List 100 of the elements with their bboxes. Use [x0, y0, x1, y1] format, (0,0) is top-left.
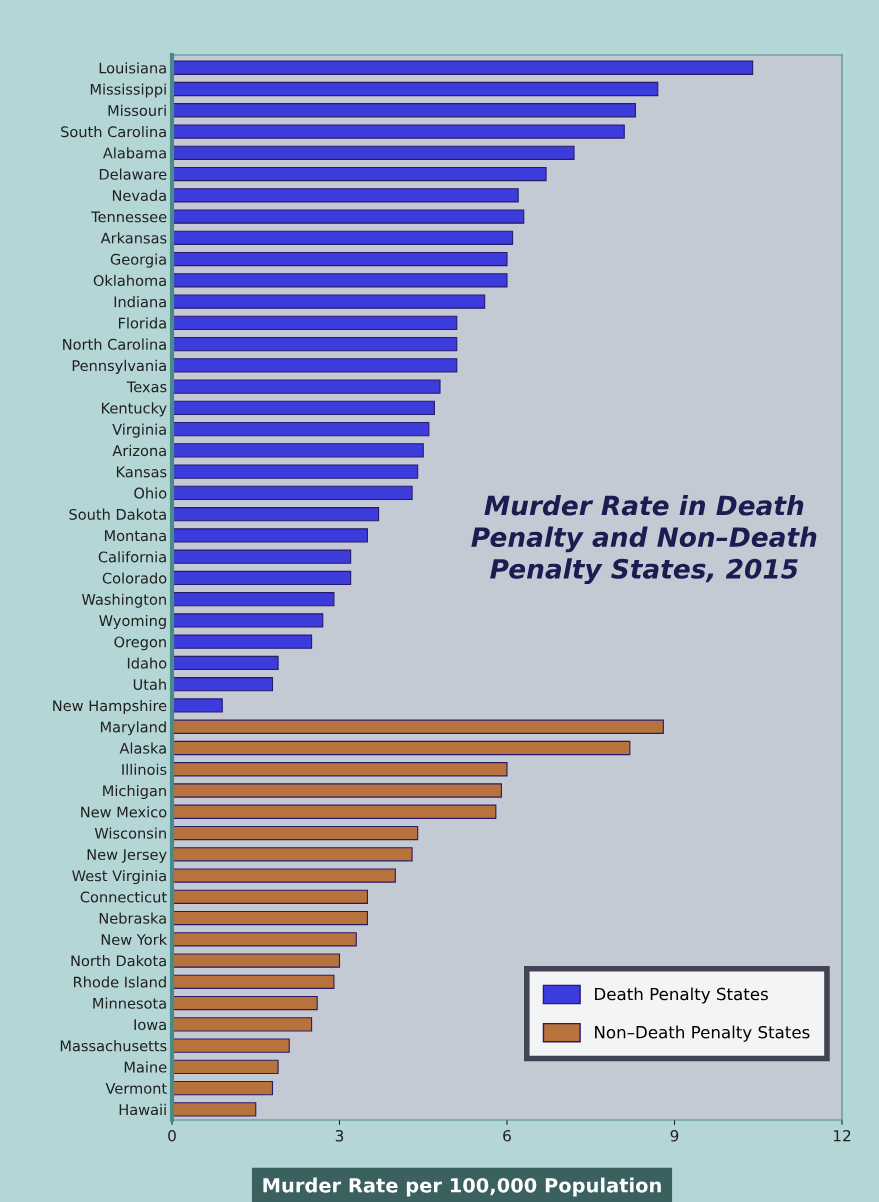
bar [172, 698, 223, 713]
y-tick-label: Michigan [103, 784, 166, 800]
bar [172, 1017, 313, 1032]
bar [172, 166, 547, 182]
y-tick-label: Kentucky [101, 402, 167, 417]
bar [172, 953, 341, 968]
y-tick-label: Nebraska [99, 912, 166, 924]
y-tick-label: Montana [104, 530, 166, 542]
bar [172, 188, 519, 203]
bar [172, 507, 380, 522]
bar [172, 570, 352, 586]
y-tick-label: Alaska [119, 742, 166, 754]
bar [172, 421, 430, 437]
y-tick-label: Rhode Island [74, 976, 166, 988]
y-tick-label: Maryland [100, 721, 166, 736]
y-tick-label: Vermont [105, 1083, 167, 1094]
bar [172, 103, 636, 118]
y-tick-label: California [98, 551, 166, 563]
bar [172, 677, 274, 692]
y-tick-label: Washington [81, 593, 166, 608]
y-tick-label: Indiana [114, 296, 166, 308]
y-tick-label: Maine [124, 1061, 167, 1073]
x-tick-label: 6 [503, 1129, 511, 1142]
bar [172, 634, 313, 649]
bar [172, 613, 324, 628]
bar [172, 1038, 290, 1053]
bar [172, 251, 508, 267]
y-tick-label: Louisiana [99, 62, 166, 74]
bar [172, 230, 514, 245]
bar [172, 889, 368, 904]
bar [172, 995, 318, 1011]
y-tick-label: Wisconsin [94, 827, 166, 839]
y-tick-label: Mississippi [90, 83, 166, 98]
bar [172, 868, 396, 883]
bar [172, 294, 486, 309]
y-tick-label: Alabama [102, 147, 166, 159]
bar [172, 60, 754, 75]
y-tick-label: Tennessee [91, 211, 167, 223]
y-tick-label: Oklahoma [93, 274, 166, 287]
bar [172, 485, 413, 501]
bar [172, 655, 279, 671]
bar [172, 443, 424, 458]
bar [172, 932, 357, 947]
y-tick-label: Oregon [114, 636, 166, 651]
y-tick-label: Ohio [134, 487, 167, 499]
y-tick-label: Colorado [102, 572, 167, 584]
x-tick-label: 0 [168, 1129, 176, 1142]
bar [172, 273, 508, 288]
y-tick-label: South Carolina [61, 125, 166, 138]
bar [172, 762, 508, 777]
y-tick-label: South Dakota [69, 508, 166, 520]
y-tick-label: New Mexico [81, 806, 167, 818]
y-tick-label: North Carolina [63, 338, 166, 350]
y-tick-label: Massachusetts [60, 1040, 167, 1052]
bar [172, 1059, 279, 1075]
bar [172, 910, 368, 926]
bar [172, 1102, 257, 1117]
y-tick-label: West Virginia [72, 870, 166, 885]
y-tick-label: Missouri [108, 104, 166, 117]
bar [172, 804, 497, 819]
x-axis-title: Murder Rate per 100,000 Population [263, 1177, 661, 1197]
bar [172, 145, 575, 160]
bar [172, 974, 335, 989]
y-tick-label: Arkansas [100, 232, 167, 244]
bar [172, 315, 458, 330]
x-tick-label: 3 [335, 1129, 344, 1142]
y-tick-label: Utah [133, 678, 166, 690]
legend-label: Non–Death Penalty States [595, 1025, 810, 1042]
bar [172, 528, 368, 543]
y-tick-label: Kansas [116, 466, 167, 478]
y-tick-label: Delaware [99, 168, 167, 180]
bar [172, 358, 458, 373]
y-tick-label: Iowa [134, 1019, 166, 1031]
legend-label: Death Penalty States [595, 987, 768, 1004]
y-tick-label: North Dakota [71, 955, 166, 967]
bar [172, 124, 625, 139]
bar [172, 847, 413, 862]
y-tick-label: New Hampshire [53, 699, 167, 715]
y-tick-label: Nevada [112, 189, 166, 202]
y-tick-label: Idaho [127, 657, 167, 669]
bar [172, 740, 631, 756]
y-tick-label: Arizona [112, 444, 166, 457]
bar [172, 81, 659, 97]
bar [172, 400, 435, 416]
y-tick-label: Hawaii [119, 1103, 166, 1116]
y-tick-label: Minnesota [93, 997, 166, 1009]
bar [172, 1080, 274, 1096]
y-tick-label: New York [101, 933, 168, 946]
y-tick-label: Florida [118, 317, 166, 329]
y-tick-label: New Jersey [87, 849, 167, 863]
y-tick-label: Wyoming [99, 614, 166, 630]
y-tick-label: Pennsylvania [72, 359, 166, 374]
bar [172, 209, 525, 224]
bar [172, 592, 335, 607]
bar [172, 336, 458, 352]
text: Murder Rate in Death Penalty and Non–Death Penalty States, 2015 [471, 495, 817, 585]
y-tick-label: Illinois [122, 763, 167, 775]
bar [172, 379, 441, 394]
y-tick-label: Georgia [110, 253, 166, 268]
bar [172, 783, 502, 798]
